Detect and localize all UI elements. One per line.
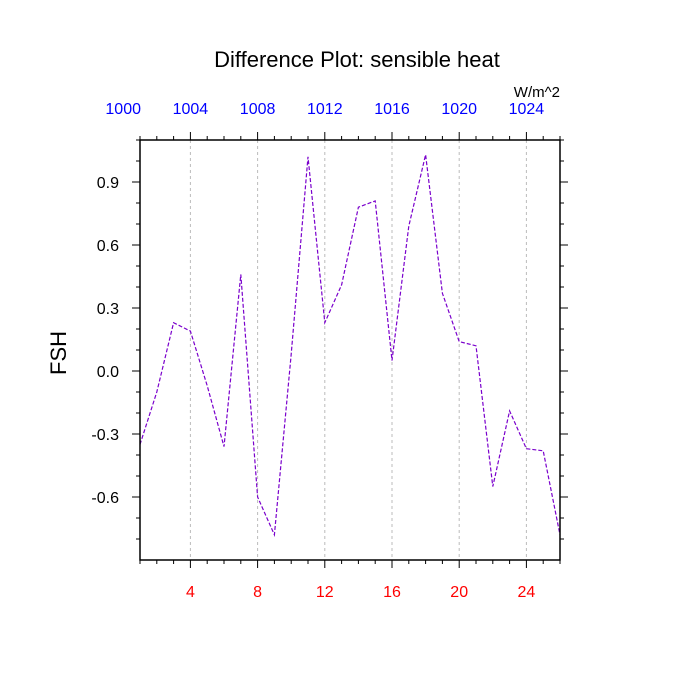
y-tick-label: 0.6 [97,238,119,255]
x-tick-label: 16 [383,584,401,601]
x-tick-label: 4 [186,584,195,601]
y-axis-label: FSH [46,331,71,375]
y-tick-label: 0.0 [97,364,119,381]
y-tick-label: -0.6 [91,490,119,507]
top-tick-label: 1016 [374,101,410,118]
units-label: W/m^2 [514,84,560,101]
y-tick-label: -0.3 [91,427,119,444]
top-tick-label: 1020 [441,101,477,118]
x-tick-label: 20 [450,584,468,601]
top-tick-label: 1000 [105,101,141,118]
x-tick-label: 12 [316,584,334,601]
top-tick-label: 1024 [509,101,545,118]
tick-labels: 4 8 12 16 20 24 1000 1004 1008 1012 1016 1020 1024 -0… [91,101,544,601]
top-tick-label: 1012 [307,101,343,118]
x-tick-label: 8 [253,584,262,601]
y-tick-label: 0.3 [97,301,119,318]
axis-ticks [132,132,568,568]
chart-title: Difference Plot: sensible heat [214,47,500,72]
series-line [139,154,561,538]
top-tick-label: 1008 [240,101,276,118]
y-tick-label: 0.9 [97,175,119,192]
top-tick-label: 1004 [173,101,209,118]
plot-frame [139,139,561,561]
x-tick-label: 24 [518,584,536,601]
